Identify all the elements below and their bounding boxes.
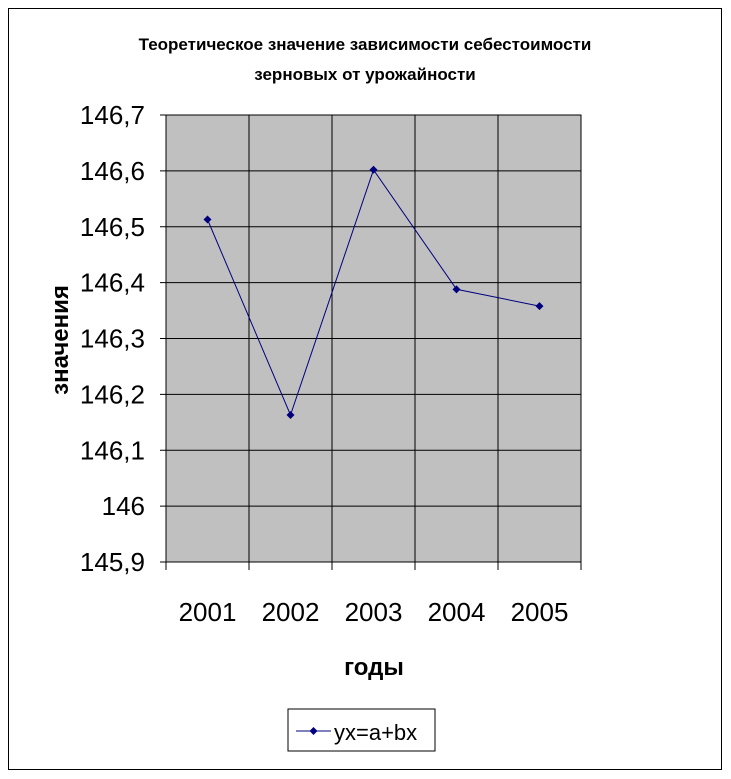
x-axis-ticks: 2001 2002 2003 2004 2005 xyxy=(165,562,582,627)
y-axis-ticks: 145,9 146 146,1 146,2 146,3 146,4 146,5 146,6 14… xyxy=(80,100,166,577)
legend-label: yx=a+bx xyxy=(334,720,417,745)
x-axis-title: годы xyxy=(344,654,404,681)
y-tick-label: 146 xyxy=(102,491,145,521)
grid-lines xyxy=(166,115,581,562)
y-tick-label: 146,1 xyxy=(80,435,145,465)
y-tick-label: 146,7 xyxy=(80,100,145,130)
x-tick-label: 2005 xyxy=(511,597,569,627)
y-tick-label: 145,9 xyxy=(80,547,145,577)
y-axis-title: значения xyxy=(47,285,74,395)
data-point-marker xyxy=(369,165,378,174)
y-tick-label: 146,6 xyxy=(80,156,145,186)
series-layer xyxy=(203,165,544,420)
x-tick-label: 2002 xyxy=(262,597,320,627)
chart-title-line-2: зерновых от урожайности xyxy=(254,65,475,84)
legend-marker xyxy=(309,727,318,735)
y-tick-label: 146,4 xyxy=(80,268,145,298)
chart-title-line-1: Теоретическое значение зависимости себес… xyxy=(139,35,592,54)
y-tick-label: 146,3 xyxy=(80,324,145,354)
data-point-marker xyxy=(452,285,461,294)
legend: yx=a+bx xyxy=(287,708,436,752)
y-tick-label: 146,5 xyxy=(80,212,145,242)
x-tick-label: 2001 xyxy=(179,597,237,627)
data-point-marker xyxy=(286,411,295,420)
x-tick-label: 2004 xyxy=(428,597,486,627)
x-tick-label: 2003 xyxy=(345,597,403,627)
y-tick-label: 146,2 xyxy=(80,379,145,409)
data-point-marker xyxy=(203,215,212,224)
data-point-marker xyxy=(535,302,544,311)
